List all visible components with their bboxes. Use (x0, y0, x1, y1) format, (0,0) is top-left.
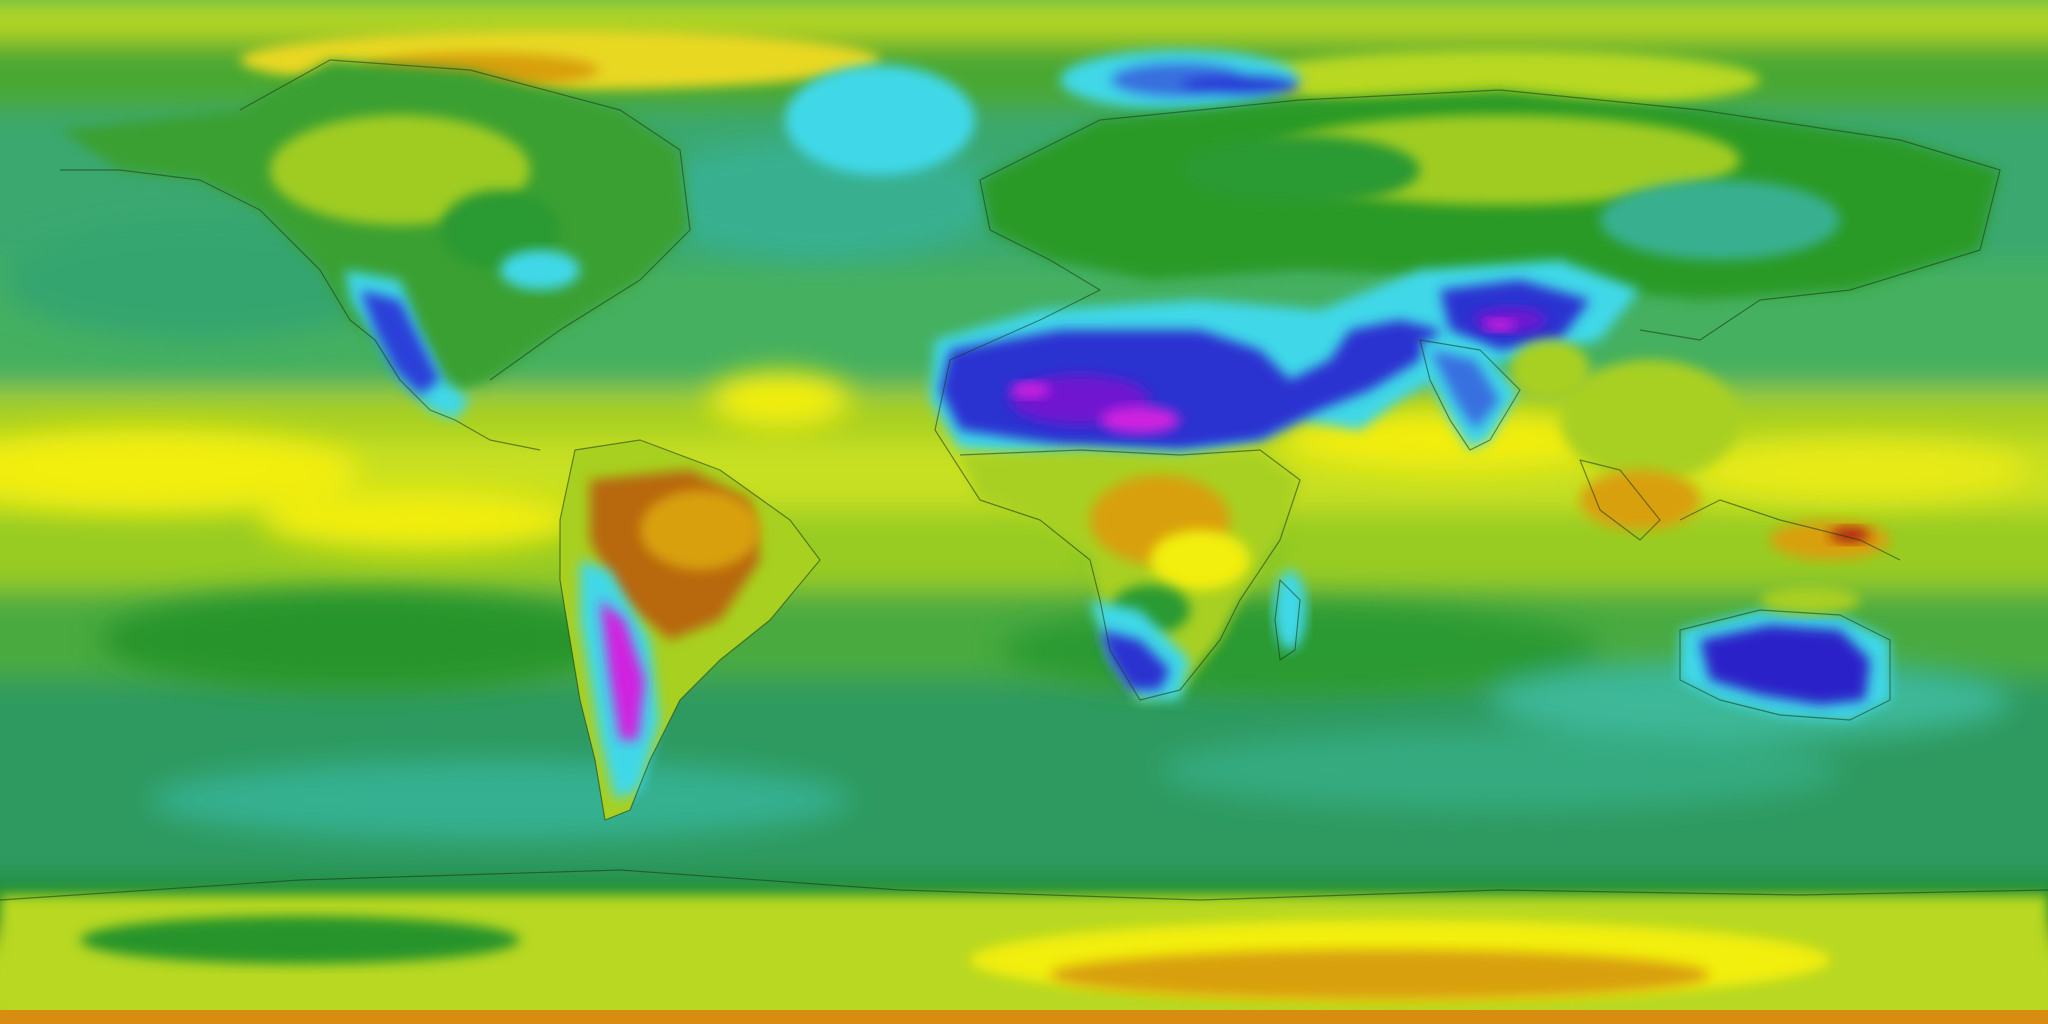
south-america (560, 440, 820, 820)
australia (1680, 586, 1890, 720)
south-asia (1420, 340, 1890, 560)
africa (960, 450, 1306, 700)
coastlines (0, 59, 2048, 901)
north-america (60, 60, 690, 420)
greenland-region (785, 50, 1300, 175)
antarctica-region (0, 895, 2048, 1024)
eurasia-north (980, 90, 2000, 300)
desert-belt (930, 260, 1640, 460)
